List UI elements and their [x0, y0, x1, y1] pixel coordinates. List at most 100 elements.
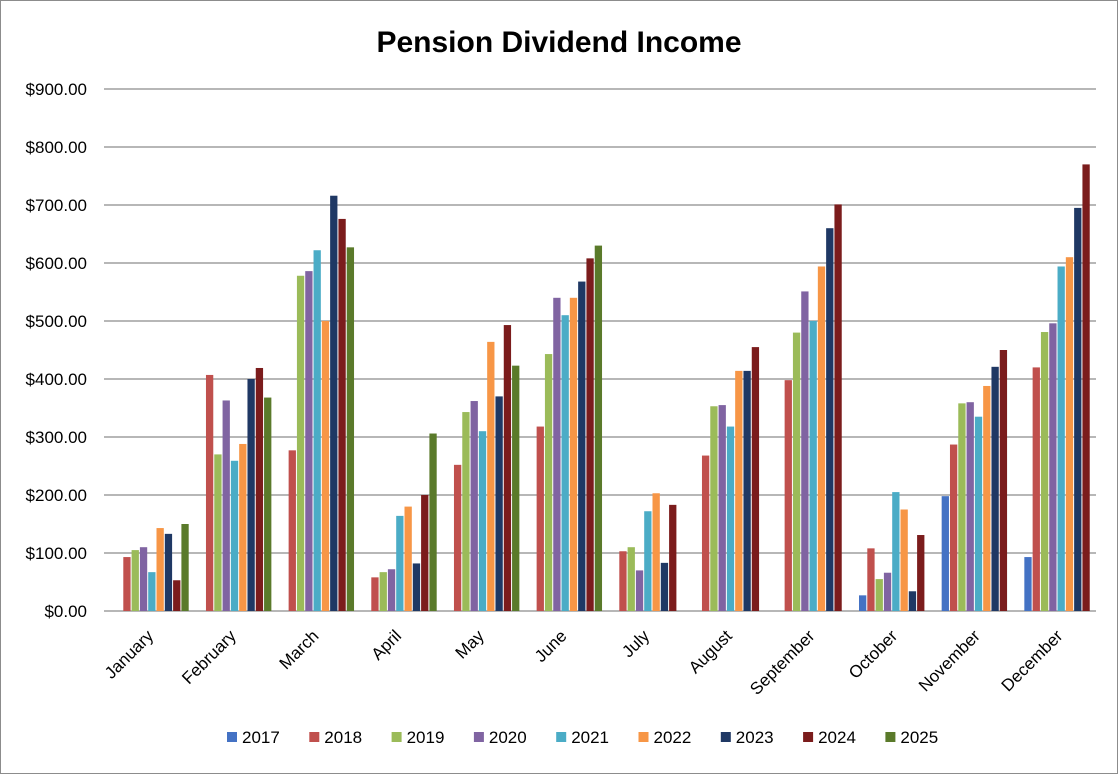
legend-swatch-2025 — [885, 732, 896, 742]
x-tick-label-august: August — [685, 626, 736, 677]
bar-2017-october — [859, 595, 867, 611]
bar-2020-july — [635, 570, 644, 611]
legend-label-2024: 2024 — [818, 728, 856, 747]
bar-2022-september — [817, 266, 826, 611]
legend-label-2020: 2020 — [489, 728, 527, 747]
bar-2020-june — [553, 297, 561, 611]
bar-2018-january — [123, 557, 131, 611]
bar-2022-october — [900, 509, 908, 611]
bar-2021-september — [809, 321, 817, 611]
legend-label-2018: 2018 — [324, 728, 362, 747]
y-tick-label: $500.00 — [26, 312, 87, 331]
legend-label-2019: 2019 — [407, 728, 445, 747]
bar-2021-march — [313, 250, 321, 612]
x-tick-label-february: February — [178, 626, 240, 688]
bar-2023-december — [1074, 207, 1082, 611]
bar-2021-april — [396, 515, 404, 611]
x-tick-label-november: November — [915, 626, 984, 695]
x-axis-tick-labels: January February March April May June July Augu… — [101, 626, 1067, 699]
y-axis-tick-labels: $0.00 $100.00 $200.00 $300.00 $400.00 $500.00… — [26, 80, 87, 621]
bar-2021-may — [478, 431, 487, 611]
y-tick-label: $600.00 — [26, 254, 87, 273]
legend-swatch-2022 — [638, 732, 649, 742]
y-tick-label: $700.00 — [26, 196, 87, 215]
x-tick-label-april: April — [368, 626, 405, 663]
bar-2024-may — [503, 325, 512, 611]
bar-2017-december — [1024, 557, 1032, 611]
bar-2018-october — [867, 548, 875, 611]
bar-2018-june — [536, 426, 544, 611]
bars — [123, 164, 1090, 612]
bar-2019-november — [958, 403, 966, 611]
bar-2022-april — [404, 506, 412, 611]
bar-2018-february — [205, 374, 214, 611]
bar-2022-june — [569, 297, 578, 611]
bar-2025-march — [346, 247, 355, 611]
bar-2019-april — [379, 572, 387, 611]
bar-2025-april — [429, 433, 437, 611]
legend-label-2021: 2021 — [571, 728, 609, 747]
bar-2021-july — [644, 511, 652, 611]
bar-2018-november — [949, 444, 958, 611]
bar-2020-march — [305, 271, 313, 611]
bar-2021-december — [1057, 266, 1065, 611]
bar-2018-july — [619, 551, 627, 611]
bar-2023-march — [330, 195, 338, 611]
bar-2022-november — [983, 385, 991, 611]
legend-swatch-2018 — [309, 732, 320, 742]
bar-2021-august — [726, 426, 735, 611]
bar-2024-september — [834, 204, 842, 612]
bar-2020-january — [139, 547, 148, 611]
bar-2018-august — [701, 455, 710, 611]
x-tick-label-july: July — [618, 626, 653, 661]
bar-2019-august — [710, 406, 718, 611]
legend-label-2025: 2025 — [900, 728, 938, 747]
bar-2020-august — [718, 405, 726, 611]
x-tick-label-march: March — [276, 626, 323, 673]
bar-2024-december — [1082, 164, 1090, 611]
bar-2021-october — [892, 492, 900, 611]
bar-2020-november — [966, 402, 974, 611]
x-tick-label-december: December — [998, 626, 1067, 695]
bar-2023-april — [412, 563, 421, 611]
bar-2020-april — [387, 569, 396, 611]
legend-swatch-2023 — [720, 732, 731, 742]
legend: 2017 2018 2019 2020 2021 2022 2023 2024 2025 — [227, 728, 938, 747]
bar-2019-june — [544, 354, 553, 611]
bar-2023-october — [908, 591, 917, 611]
bar-2023-january — [164, 533, 173, 611]
bar-2019-may — [462, 412, 470, 611]
bar-2019-september — [792, 332, 801, 611]
bar-2020-february — [222, 400, 230, 611]
bar-2021-february — [230, 460, 239, 611]
x-tick-label-january: January — [101, 626, 158, 683]
x-tick-label-october: October — [845, 626, 901, 682]
legend-label-2017: 2017 — [242, 728, 280, 747]
bar-2018-may — [453, 464, 462, 611]
bar-2024-march — [338, 218, 346, 612]
y-tick-label: $200.00 — [26, 486, 87, 505]
bar-2019-december — [1040, 332, 1049, 611]
y-tick-label: $100.00 — [26, 544, 87, 563]
bar-2019-october — [875, 579, 883, 611]
y-tick-label: $0.00 — [44, 602, 87, 621]
x-tick-label-september: September — [746, 626, 818, 698]
bar-2020-september — [801, 291, 809, 611]
bar-2023-november — [991, 366, 999, 611]
bar-2024-february — [255, 367, 264, 611]
bar-2023-september — [826, 228, 834, 611]
bar-2018-december — [1032, 367, 1040, 611]
bar-2024-june — [586, 258, 594, 611]
bar-2022-february — [239, 443, 247, 611]
y-tick-label: $900.00 — [26, 80, 87, 99]
bar-2021-june — [561, 315, 569, 611]
bar-2022-may — [487, 341, 495, 611]
bar-2019-february — [214, 454, 222, 611]
bar-2024-january — [173, 580, 181, 611]
legend-label-2023: 2023 — [736, 728, 774, 747]
y-tick-label: $800.00 — [26, 138, 87, 157]
bar-2020-december — [1049, 323, 1057, 611]
legend-swatch-2024 — [803, 732, 814, 742]
